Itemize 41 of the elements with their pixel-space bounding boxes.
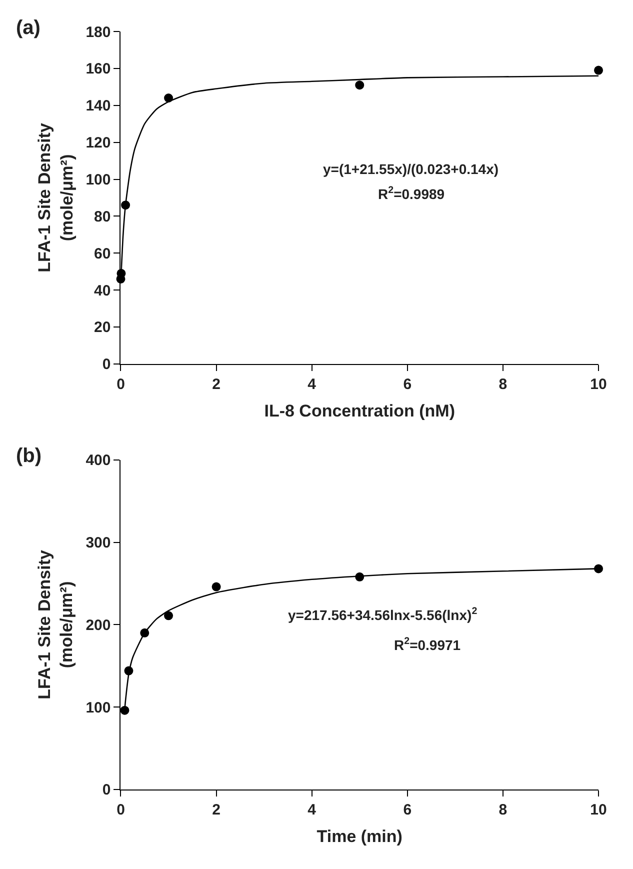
x-tick-label: 8 [498, 376, 508, 393]
y-tick-label: 100 [86, 699, 111, 716]
y-axis-title: LFA-1 Site Density (mole/μm²) [35, 550, 76, 700]
annotation: R$^{2}$=0.9971 [394, 636, 461, 653]
y-tick-label: 400 [86, 452, 111, 470]
point [594, 66, 604, 75]
x-tick-label: 8 [498, 801, 508, 818]
annotation: y=217.56+34.56lnx-5.56(lnx)$^{2}$ [288, 606, 478, 623]
x-axis-title: Time (min) [316, 826, 402, 846]
x-tick-label: 4 [308, 376, 317, 393]
x-tick-label: 0 [116, 376, 125, 393]
x-tick-label: 4 [308, 801, 317, 818]
y-tick-label: 160 [86, 60, 111, 78]
point [164, 611, 174, 620]
y-tick-label: 40 [94, 282, 111, 300]
x-axis-title: IL-8 Concentration (nM) [264, 401, 456, 420]
annotation: R$^{2}$=0.9989 [378, 185, 445, 202]
y-tick-label: 20 [94, 319, 111, 336]
y-tick-label: 100 [86, 172, 111, 188]
annotation: y=(1+21.55x)/(0.023+0.14x) [323, 161, 499, 177]
x-tick-label: 6 [403, 801, 412, 818]
x-tick-label: 0 [116, 801, 125, 818]
y-tick-label: 60 [94, 245, 111, 262]
y-axis-title: LFA-1 Site Density (mole/μm²) [35, 122, 76, 272]
y-tick-label: 200 [86, 616, 111, 634]
y-tick-label: 140 [86, 98, 111, 115]
x-tick-label: 6 [403, 376, 412, 393]
y-tick-label: 0 [102, 356, 111, 374]
x-tick-label: 2 [212, 801, 220, 818]
y-tick-label: 0 [102, 782, 111, 799]
x-tick-label: 2 [212, 376, 220, 393]
point [355, 80, 364, 90]
chart-title: (a) [16, 17, 40, 39]
x-tick-label: 10 [590, 376, 607, 393]
y-tick-label: 300 [86, 534, 111, 552]
y-tick-label: 180 [86, 24, 111, 41]
y-tick-label: 120 [86, 134, 111, 152]
point [212, 582, 221, 592]
x-tick-label: 10 [590, 801, 607, 818]
y-tick-label: 80 [94, 208, 111, 226]
chart-title: (b) [16, 445, 42, 467]
